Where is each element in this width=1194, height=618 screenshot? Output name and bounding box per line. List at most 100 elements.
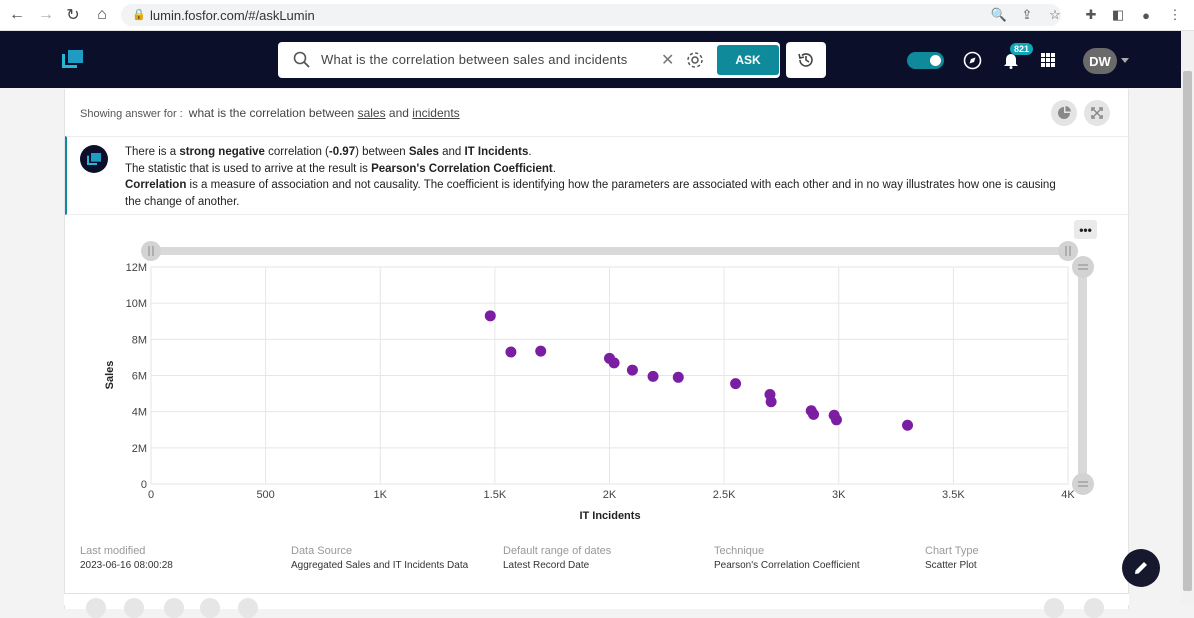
y-axis-label: Sales <box>104 361 116 390</box>
save-tool-icon[interactable] <box>124 598 144 618</box>
search-icon <box>293 51 310 68</box>
bottom-toolbar <box>64 593 1129 618</box>
date-range-value: Latest Record Date <box>503 560 590 571</box>
star-icon[interactable]: ☆ <box>1049 7 1061 22</box>
x-axis: 0 500 1K 1.5K 2K 2.5K 3K 3.5K 4K <box>148 489 1075 501</box>
x-tick-label: 500 <box>256 489 274 501</box>
reload-icon[interactable]: ↻ <box>66 7 80 24</box>
upvote-tool-icon[interactable] <box>1084 598 1104 618</box>
chart-type-label: Chart Type <box>925 545 979 557</box>
pie-chart-icon <box>1058 106 1071 119</box>
lock-icon: 🔒 <box>132 9 146 21</box>
scatter-point[interactable] <box>626 364 638 376</box>
bell-icon[interactable] <box>1003 51 1019 69</box>
ask-button[interactable]: ASK <box>717 45 779 75</box>
lumin-avatar-icon <box>80 145 108 173</box>
notification-badge: 821 <box>1010 43 1034 55</box>
gear-icon[interactable] <box>685 50 705 70</box>
sidepanel-icon[interactable]: ◧ <box>1111 7 1125 22</box>
y-tick-label: 6M <box>132 371 147 383</box>
last-modified-label: Last modified <box>80 545 146 557</box>
summary-line-3: Correlation is a measure of association … <box>125 179 1056 208</box>
technique-label: Technique <box>714 545 765 557</box>
avatar[interactable]: DW <box>1083 48 1117 74</box>
code-tool-icon[interactable] <box>238 598 258 618</box>
y-range-slider-track[interactable] <box>1078 267 1087 484</box>
search-input[interactable]: What is the correlation between sales an… <box>321 52 628 67</box>
menu-icon[interactable]: ⋮ <box>1168 7 1182 22</box>
x-tick-label: 4K <box>1061 489 1075 501</box>
last-modified-value: 2023-06-16 08:00:28 <box>80 560 173 571</box>
summary-line-1: There is a strong negative correlation (… <box>125 146 532 158</box>
data-source-value: Aggregated Sales and IT Incidents Data <box>291 560 469 571</box>
answer-header: Showing answer for : what is the correla… <box>80 106 460 120</box>
scatter-point[interactable] <box>765 396 777 408</box>
compass-icon[interactable] <box>963 51 982 70</box>
y-range-handle-bottom[interactable] <box>1072 473 1094 495</box>
mode-toggle[interactable] <box>907 52 944 69</box>
answer-card: Showing answer for : what is the correla… <box>64 89 1130 609</box>
lumin-logo-icon[interactable] <box>62 50 83 68</box>
scatter-point[interactable] <box>484 310 496 322</box>
x-axis-label: IT Incidents <box>579 510 640 522</box>
clear-icon[interactable]: ✕ <box>661 52 675 69</box>
technique-value: Pearson's Correlation Coefficient <box>714 560 860 571</box>
x-tick-label: 3.5K <box>942 489 965 501</box>
scatter-point[interactable] <box>830 414 842 426</box>
share-icon[interactable]: ⇪ <box>1021 7 1033 22</box>
scatter-point[interactable] <box>505 346 517 358</box>
more-options-button[interactable]: ••• <box>1074 220 1097 239</box>
zoom-icon[interactable]: 🔍 <box>990 7 1008 22</box>
scatter-point[interactable] <box>608 357 620 369</box>
x-range-slider-track[interactable] <box>151 247 1069 255</box>
chart-type-button[interactable] <box>1051 100 1077 126</box>
edit-button[interactable] <box>1122 549 1160 587</box>
answer-summary: There is a strong negative correlation (… <box>65 136 1130 215</box>
summary-text: There is a strong negative correlation (… <box>125 144 1065 210</box>
back-arrow-icon[interactable]: ← <box>9 6 25 23</box>
scrollbar-thumb[interactable] <box>1183 71 1192 591</box>
chart-type-value: Scatter Plot <box>925 560 977 571</box>
meta-date-range: Default range of dates Latest Record Dat… <box>503 545 611 573</box>
scatter-point[interactable] <box>808 408 820 420</box>
share-tool-icon[interactable] <box>86 598 106 618</box>
query-term-sales[interactable]: sales <box>357 106 386 120</box>
scatter-point[interactable] <box>730 378 742 390</box>
y-range-handle-top[interactable] <box>1072 256 1094 278</box>
search-box[interactable]: What is the correlation between sales an… <box>278 42 780 78</box>
scatter-point[interactable] <box>672 371 684 383</box>
scatter-point[interactable] <box>902 419 914 431</box>
x-tick-label: 2.5K <box>713 489 736 501</box>
url-text[interactable]: lumin.fosfor.com/#/askLumin <box>150 8 315 23</box>
x-range-handle-left[interactable] <box>141 241 161 261</box>
filter-tool-icon[interactable] <box>200 598 220 618</box>
forward-arrow-icon[interactable]: → <box>38 6 54 23</box>
date-range-label: Default range of dates <box>503 545 612 557</box>
scatter-point[interactable] <box>535 345 547 357</box>
history-button[interactable] <box>786 42 826 78</box>
x-range-handle-right[interactable] <box>1058 241 1078 261</box>
x-tick-label: 1K <box>374 489 388 501</box>
query-term-incidents[interactable]: incidents <box>412 106 460 120</box>
meta-technique: Technique Pearson's Correlation Coeffici… <box>714 545 860 573</box>
apps-grid-icon[interactable] <box>1041 53 1055 67</box>
x-tick-label: 3K <box>832 489 846 501</box>
chevron-down-icon[interactable] <box>1121 58 1129 63</box>
pin-tool-icon[interactable] <box>164 598 184 618</box>
expand-button[interactable] <box>1084 100 1110 126</box>
extensions-icon[interactable]: ✚ <box>1085 7 1097 22</box>
address-bar[interactable] <box>121 4 1061 26</box>
y-tick-label: 0 <box>141 479 147 491</box>
y-axis: 0 2M 4M 6M 8M 10M 12M <box>126 262 147 491</box>
expand-icon <box>1091 107 1103 119</box>
meta-chart-type: Chart Type Scatter Plot <box>925 545 979 573</box>
scatter-chart: 0 500 1K 1.5K 2K 2.5K 3K 3.5K 4K 0 2M 4M 6M 8M 10M 12M… <box>104 241 1094 522</box>
comment-tool-icon[interactable] <box>1044 598 1064 618</box>
page-scrollbar[interactable] <box>1181 31 1194 605</box>
y-tick-label: 12M <box>126 262 147 274</box>
home-icon[interactable]: ⌂ <box>97 6 107 23</box>
y-tick-label: 8M <box>132 334 147 346</box>
query-and: and <box>388 106 409 120</box>
scatter-point[interactable] <box>647 370 659 382</box>
profile-icon[interactable]: ● <box>1142 7 1150 23</box>
